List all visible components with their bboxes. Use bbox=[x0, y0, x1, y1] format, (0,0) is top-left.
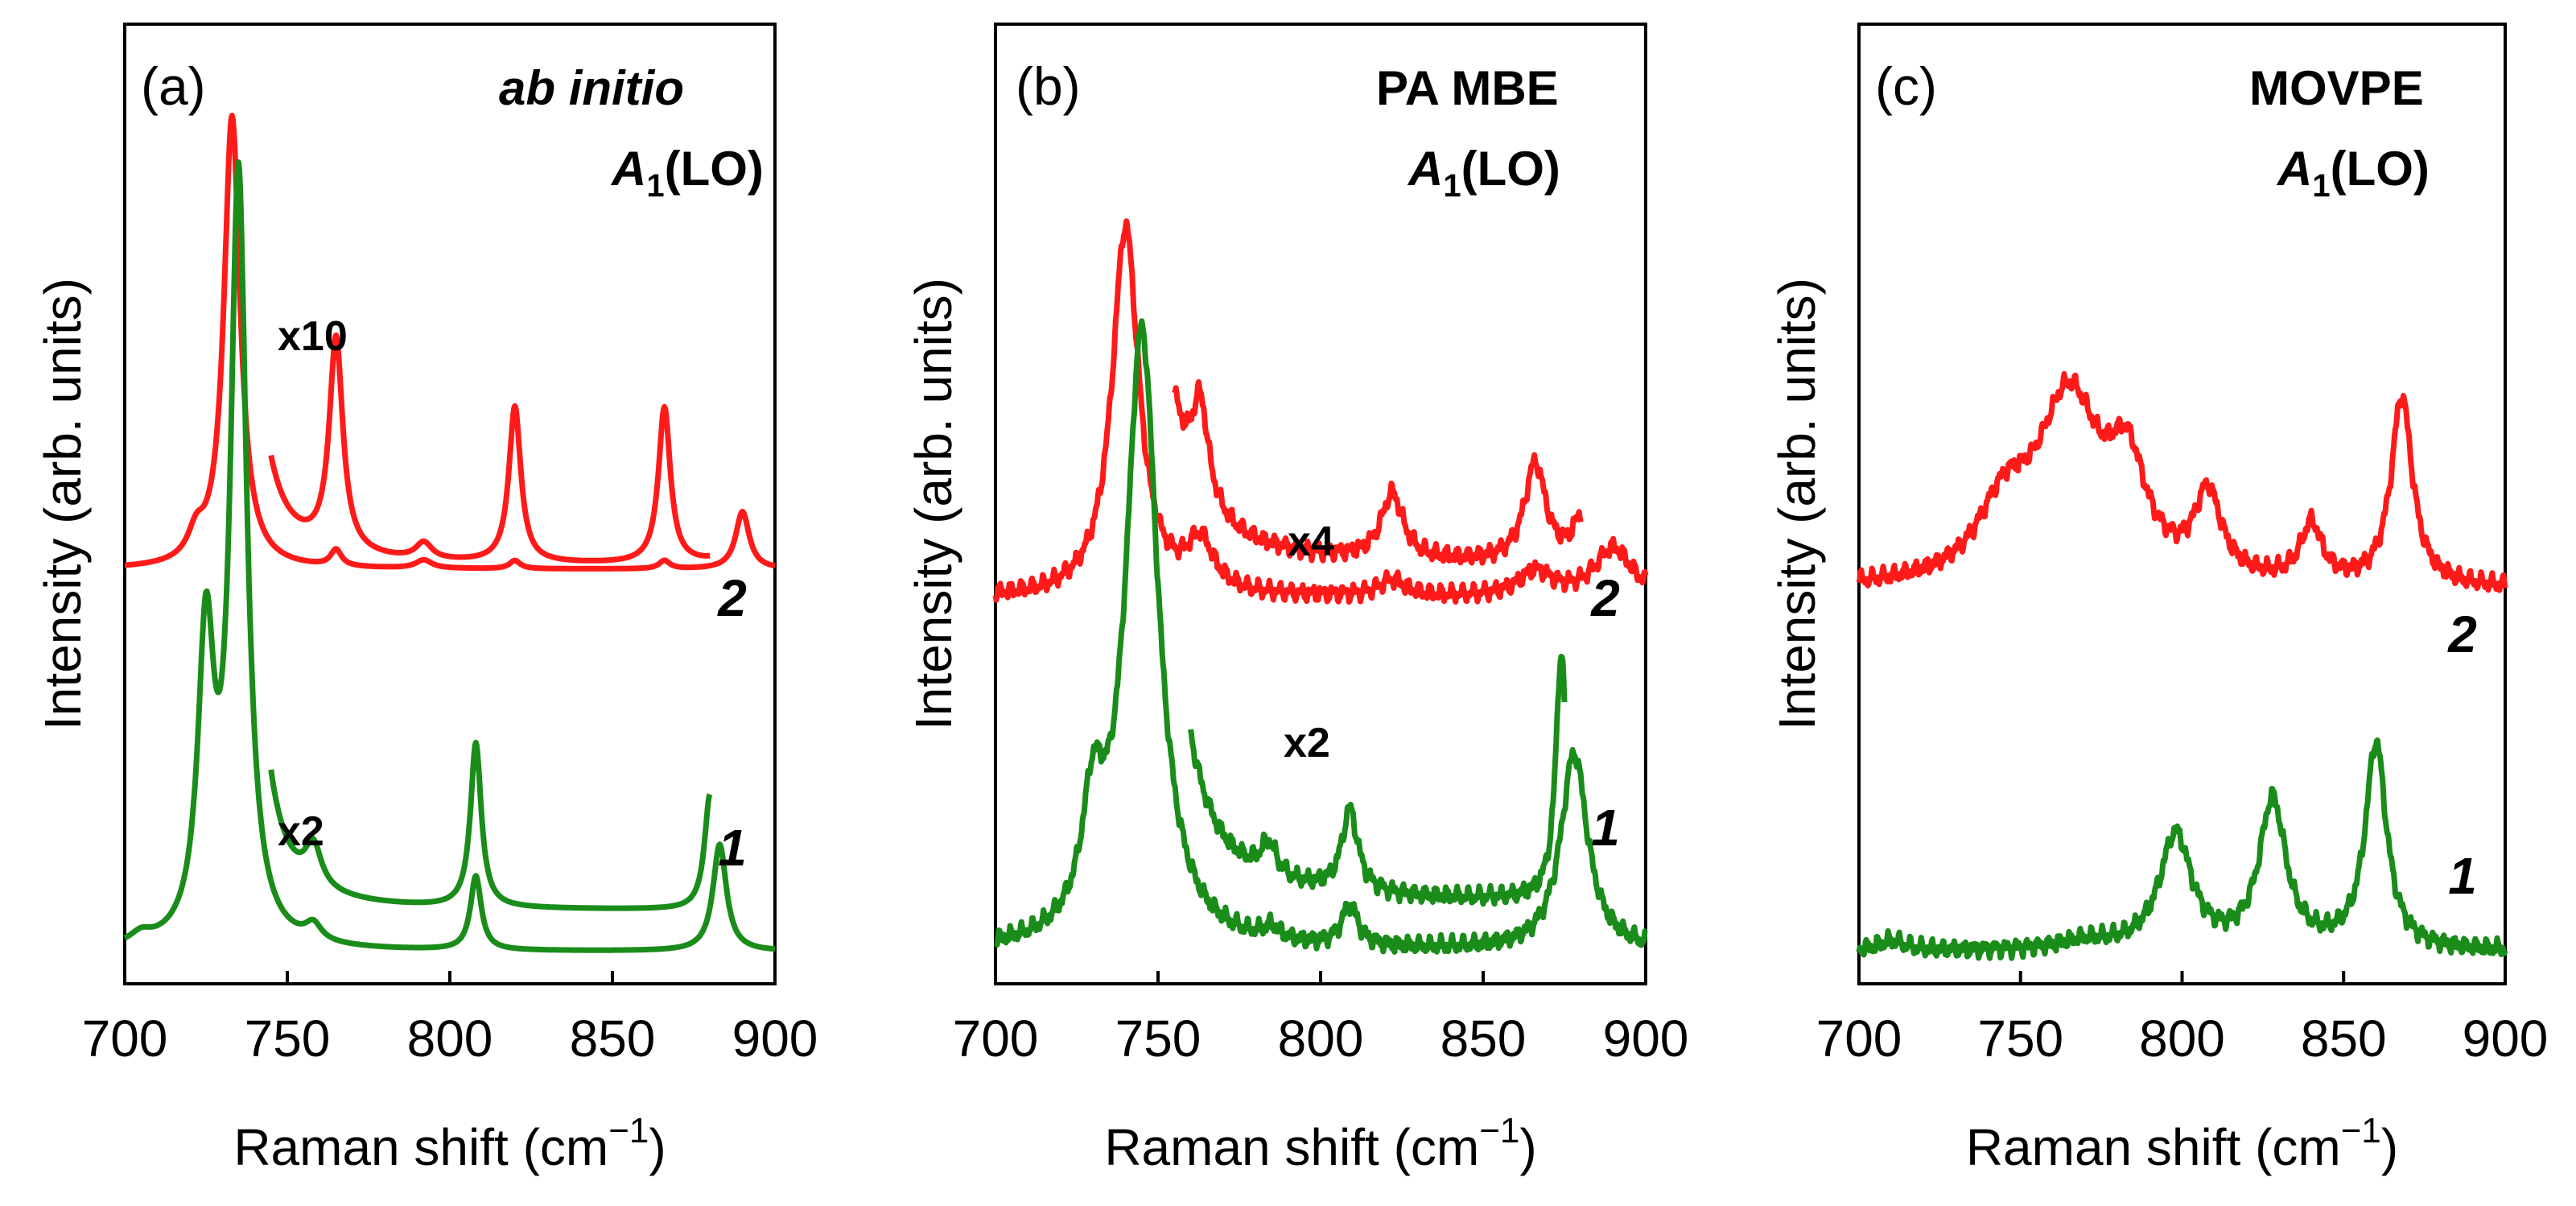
series-line-1-x2 bbox=[1187, 654, 1568, 907]
x-tick-label: 750 bbox=[1115, 1010, 1201, 1068]
y-axis-title: Intensity (arb. units) bbox=[34, 278, 92, 730]
panel-label: (a) bbox=[141, 56, 206, 116]
panel-label: (c) bbox=[1875, 56, 1937, 116]
mode-label: A1(LO) bbox=[1407, 142, 1560, 204]
x-tick-label: 900 bbox=[1603, 1010, 1689, 1068]
x-tick-label: 850 bbox=[2301, 1010, 2387, 1068]
scale-annotation: x2 bbox=[278, 808, 324, 855]
chart-panel-3: 700 750 800 850 900 Raman shift (cm−1) Intensi… bbox=[1768, 23, 2549, 1176]
curve-label-2: 2 bbox=[2447, 605, 2477, 663]
series-line-1-x2 bbox=[268, 739, 713, 911]
sample-title: PA MBE bbox=[1376, 61, 1559, 115]
x-tick-label: 700 bbox=[1816, 1010, 1902, 1068]
x-tick-label: 700 bbox=[82, 1010, 168, 1068]
curve-label-2: 2 bbox=[717, 569, 747, 627]
mode-label: A1(LO) bbox=[610, 142, 764, 204]
scale-annotation: x4 bbox=[1288, 518, 1334, 565]
curve-label-1: 1 bbox=[2448, 847, 2477, 905]
x-tick-label: 800 bbox=[1278, 1010, 1364, 1068]
x-tick-label: 800 bbox=[2139, 1010, 2225, 1068]
chart-panel-2: 700 750 800 850 900 Raman shift (cm−1) Intensi… bbox=[905, 23, 1689, 1176]
scale-annotation: x10 bbox=[278, 313, 348, 360]
x-axis-title: Raman shift (cm−1) bbox=[233, 1111, 666, 1176]
series-line-2-x4 bbox=[1172, 379, 1584, 566]
scale-annotation: x2 bbox=[1284, 720, 1330, 766]
series-line-2 bbox=[122, 113, 777, 572]
x-tick-label: 850 bbox=[1440, 1010, 1527, 1068]
series-line-1 bbox=[122, 159, 777, 953]
x-axis-title: Raman shift (cm−1) bbox=[1104, 1111, 1536, 1176]
x-tick-label: 900 bbox=[732, 1010, 818, 1068]
series-line-2 bbox=[1856, 371, 2508, 593]
x-tick-label: 750 bbox=[245, 1010, 331, 1068]
y-axis-title: Intensity (arb. units) bbox=[1768, 278, 1826, 730]
panel-label: (b) bbox=[1016, 56, 1081, 116]
y-axis-title: Intensity (arb. units) bbox=[905, 278, 962, 730]
x-tick-label: 900 bbox=[2463, 1010, 2549, 1068]
curve-label-1: 1 bbox=[1591, 799, 1620, 857]
x-tick-label: 700 bbox=[953, 1010, 1039, 1068]
sample-title: MOVPE bbox=[2249, 61, 2424, 115]
chart-panel-1: 700 750 800 850 900 Raman shift (cm−1) Intensi… bbox=[34, 23, 818, 1176]
x-tick-label: 800 bbox=[407, 1010, 493, 1068]
series-line-2-x10 bbox=[268, 332, 712, 564]
curve-label-1: 1 bbox=[718, 819, 747, 877]
sample-title: ab initio bbox=[499, 61, 684, 115]
series-line-1 bbox=[993, 318, 1648, 955]
series-line-2 bbox=[992, 218, 1649, 605]
curve-label-2: 2 bbox=[1590, 569, 1620, 627]
x-tick-label: 750 bbox=[1977, 1010, 2063, 1068]
x-tick-label: 850 bbox=[570, 1010, 656, 1068]
mode-label: A1(LO) bbox=[2276, 142, 2430, 204]
x-axis-title: Raman shift (cm−1) bbox=[1966, 1111, 2398, 1176]
series-line-1 bbox=[1856, 737, 2508, 961]
